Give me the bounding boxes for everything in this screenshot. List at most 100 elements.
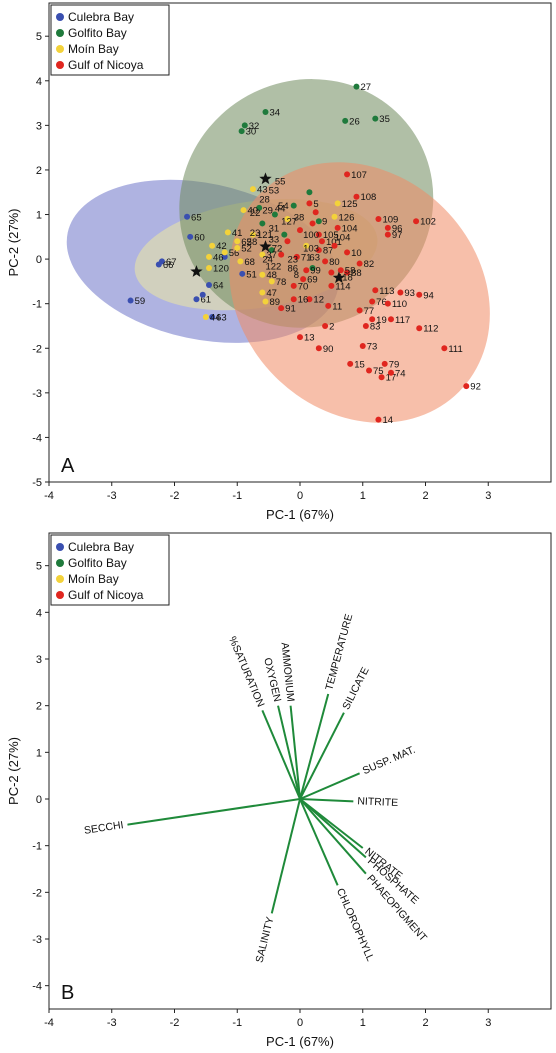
point-label: 111 bbox=[448, 344, 462, 355]
point-label: 86 bbox=[287, 264, 298, 275]
point-label: 108 bbox=[360, 192, 376, 203]
vector-label: NITRITE bbox=[357, 795, 398, 809]
point-label: 125 bbox=[342, 199, 358, 210]
data-point-nicoya bbox=[344, 249, 351, 256]
legend-box bbox=[50, 4, 170, 76]
legend-label-golfito: Golfito Bay bbox=[68, 26, 127, 40]
data-point-moin bbox=[334, 200, 341, 207]
x-tick-label: -4 bbox=[44, 490, 54, 502]
point-label: 71 bbox=[301, 252, 312, 263]
point-label: 93 bbox=[404, 288, 415, 299]
data-point-nicoya bbox=[278, 305, 285, 312]
point-label: 59 bbox=[135, 296, 146, 307]
point-label: 120 bbox=[213, 264, 229, 275]
data-point-nicoya bbox=[463, 383, 470, 390]
loading-vector bbox=[261, 709, 301, 800]
data-point-nicoya bbox=[334, 224, 341, 231]
x-axis-title: PC-1 (67%) bbox=[266, 1034, 334, 1049]
point-label: 114 bbox=[335, 281, 350, 292]
point-label: 126 bbox=[339, 212, 355, 223]
y-tick-label: 0 bbox=[36, 254, 42, 266]
y-tick-label: 1 bbox=[36, 210, 42, 222]
point-label: 72 bbox=[272, 243, 283, 254]
y-tick-label: 3 bbox=[36, 654, 42, 666]
point-label: 74 bbox=[395, 368, 406, 379]
data-point-nicoya bbox=[278, 251, 285, 258]
data-point-nicoya bbox=[369, 316, 376, 323]
point-label: 43 bbox=[257, 185, 268, 196]
point-label: 58 bbox=[345, 266, 356, 277]
x-tick-label: 1 bbox=[360, 1017, 366, 1029]
vector-label: SECCHI bbox=[83, 819, 124, 837]
data-point-nicoya bbox=[344, 269, 351, 276]
plot-frame bbox=[48, 532, 552, 1010]
point-label: 34 bbox=[269, 107, 280, 118]
point-label: 60 bbox=[194, 232, 205, 243]
point-label: 56 bbox=[229, 248, 240, 259]
x-tick-label: -4 bbox=[44, 1017, 54, 1029]
data-point-nicoya bbox=[303, 267, 310, 274]
data-point-nicoya bbox=[315, 247, 322, 254]
loading-vector bbox=[299, 693, 330, 800]
loading-vector bbox=[299, 798, 354, 803]
point-label: 107 bbox=[351, 170, 367, 181]
point-label: 35 bbox=[379, 114, 390, 125]
centroid-star-icon bbox=[259, 172, 272, 185]
data-point-moin bbox=[259, 289, 266, 296]
data-point-nicoya bbox=[353, 193, 360, 200]
point-label: 13 bbox=[304, 333, 315, 344]
point-label: 102 bbox=[420, 217, 436, 228]
point-label: 113 bbox=[379, 286, 394, 297]
data-point-nicoya bbox=[387, 369, 394, 376]
point-label: 63 bbox=[309, 252, 320, 263]
point-label: 75 bbox=[373, 366, 384, 377]
data-point-culebra bbox=[127, 297, 134, 304]
data-point-nicoya bbox=[312, 209, 319, 216]
data-point-nicoya bbox=[337, 267, 344, 274]
data-point-nicoya bbox=[441, 345, 448, 352]
legend-label-moin: Moín Bay bbox=[68, 572, 119, 586]
y-tick-label: 5 bbox=[36, 561, 42, 573]
data-point-golfito bbox=[268, 247, 275, 254]
data-point-moin bbox=[234, 244, 241, 251]
point-label: 77 bbox=[364, 306, 375, 317]
data-point-golfito bbox=[315, 218, 322, 225]
data-point-nicoya bbox=[322, 258, 329, 265]
point-label: 104 bbox=[342, 223, 358, 234]
y-tick-label: 5 bbox=[36, 31, 42, 43]
point-label: 64 bbox=[213, 280, 224, 291]
panel-letter: A bbox=[61, 455, 75, 477]
data-point-nicoya bbox=[413, 218, 420, 225]
data-point-moin bbox=[259, 271, 266, 278]
point-label: 31 bbox=[269, 223, 280, 234]
y-tick-label: -4 bbox=[32, 432, 42, 444]
point-label: 91 bbox=[285, 304, 296, 315]
loading-vector bbox=[299, 798, 367, 875]
point-label: 103 bbox=[303, 243, 319, 254]
x-tick-label: -1 bbox=[232, 1017, 242, 1029]
point-label: 127 bbox=[281, 217, 297, 228]
data-point-nicoya bbox=[347, 360, 354, 367]
data-point-nicoya bbox=[328, 269, 335, 276]
point-label: 30 bbox=[246, 127, 257, 138]
data-point-golfito bbox=[256, 204, 263, 211]
vector-label: AMMONIUM bbox=[278, 642, 296, 702]
point-label: 118 bbox=[338, 272, 353, 283]
point-label: 89 bbox=[269, 297, 280, 308]
legend-marker-culebra bbox=[56, 543, 64, 551]
point-label: 42 bbox=[216, 241, 227, 252]
point-label: 11 bbox=[332, 301, 342, 312]
x-tick-label: 0 bbox=[297, 490, 303, 502]
point-label: 110 bbox=[392, 299, 407, 310]
data-point-moin bbox=[268, 278, 275, 285]
point-label: 12 bbox=[313, 295, 324, 306]
point-label: 27 bbox=[360, 82, 371, 93]
y-tick-label: 4 bbox=[36, 76, 42, 88]
point-label: 24 bbox=[262, 255, 273, 266]
y-tick-label: 1 bbox=[36, 747, 42, 759]
point-label: 28 bbox=[259, 194, 270, 205]
x-tick-label: 2 bbox=[422, 490, 428, 502]
y-tick-label: -1 bbox=[32, 299, 42, 311]
data-point-culebra bbox=[199, 291, 206, 298]
